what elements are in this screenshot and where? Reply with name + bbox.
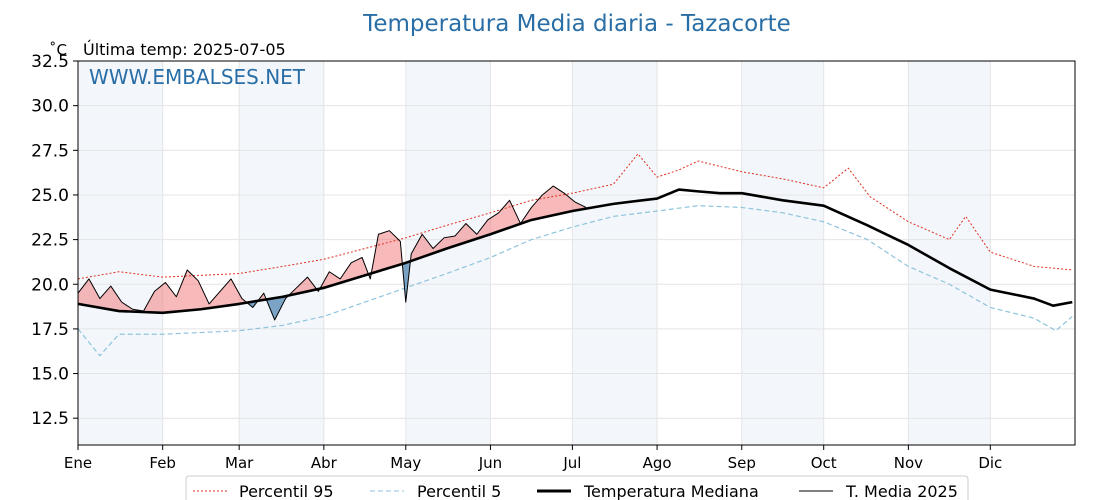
series-line-t-media-2025 bbox=[77, 185, 587, 321]
warm-anomaly-fill bbox=[78, 269, 246, 313]
x-tick-label: Ene bbox=[64, 454, 92, 472]
x-tick-label: Jun bbox=[478, 454, 502, 472]
x-tick-label: Oct bbox=[811, 454, 837, 472]
series-line-percentil-5 bbox=[77, 205, 1073, 357]
x-tick-label: Ago bbox=[643, 454, 672, 472]
anomaly-fills bbox=[78, 186, 587, 320]
y-tick-label: 17.5 bbox=[31, 320, 69, 340]
x-axis-ticks: Ene Feb Mar Abr May Jun Jul Ago Sep Oct Nov Dic bbox=[64, 445, 1002, 472]
x-tick-label: Feb bbox=[149, 454, 176, 472]
x-tick-label: Dic bbox=[978, 454, 1002, 472]
unit-label: ˚C bbox=[49, 41, 67, 59]
legend-box bbox=[185, 475, 969, 500]
legend-label-median: Temperatura Mediana bbox=[583, 482, 759, 500]
x-tick-label: Mar bbox=[225, 454, 254, 472]
cold-anomaly-fill bbox=[266, 295, 289, 320]
x-tick-label: Sep bbox=[728, 454, 756, 472]
month-band bbox=[78, 61, 163, 445]
month-band bbox=[572, 61, 658, 445]
grid-lines bbox=[77, 60, 1075, 445]
month-band bbox=[239, 61, 324, 445]
month-band bbox=[741, 61, 824, 445]
last-temp-label: Última temp: 2025-07-05 bbox=[83, 40, 286, 59]
series-line-percentil-95 bbox=[77, 153, 1073, 280]
y-tick-label: 15.0 bbox=[31, 365, 69, 385]
y-axis-ticks: 32.5 30.0 27.5 25.0 22.5 20.0 17.5 15.0 12.5 bbox=[31, 52, 78, 429]
series-lines bbox=[77, 153, 1073, 357]
y-tick-label: 12.5 bbox=[31, 409, 69, 429]
y-tick-label: 25.0 bbox=[31, 186, 69, 206]
warm-anomaly-fill bbox=[371, 230, 402, 274]
x-tick-label: May bbox=[390, 454, 421, 472]
x-tick-label: Nov bbox=[894, 454, 923, 472]
y-tick-label: 22.5 bbox=[31, 231, 69, 251]
chart-title: Temperatura Media diaria - Tazacorte bbox=[362, 11, 791, 37]
x-tick-label: Abr bbox=[311, 454, 338, 472]
y-tick-label: 30.0 bbox=[31, 97, 69, 117]
x-tick-label: Jul bbox=[562, 454, 581, 472]
month-bands bbox=[78, 61, 991, 445]
warm-anomaly-fill bbox=[411, 186, 587, 261]
cold-anomaly-fill bbox=[403, 261, 410, 303]
plot-frame bbox=[77, 60, 1076, 446]
y-tick-label: 20.0 bbox=[31, 275, 69, 295]
watermark-text: WWW.EMBALSES.NET bbox=[89, 65, 306, 89]
legend-label-p5: Percentil 5 bbox=[417, 482, 501, 500]
series-line-temperatura-mediana bbox=[77, 188, 1073, 315]
legend-label-p95: Percentil 95 bbox=[239, 482, 334, 500]
legend-label-2025: T. Media 2025 bbox=[845, 482, 958, 500]
legend: Percentil 95 Percentil 5 Temperatura Med… bbox=[185, 475, 969, 500]
y-tick-label: 32.5 bbox=[31, 52, 69, 72]
y-tick-label: 27.5 bbox=[31, 141, 69, 161]
